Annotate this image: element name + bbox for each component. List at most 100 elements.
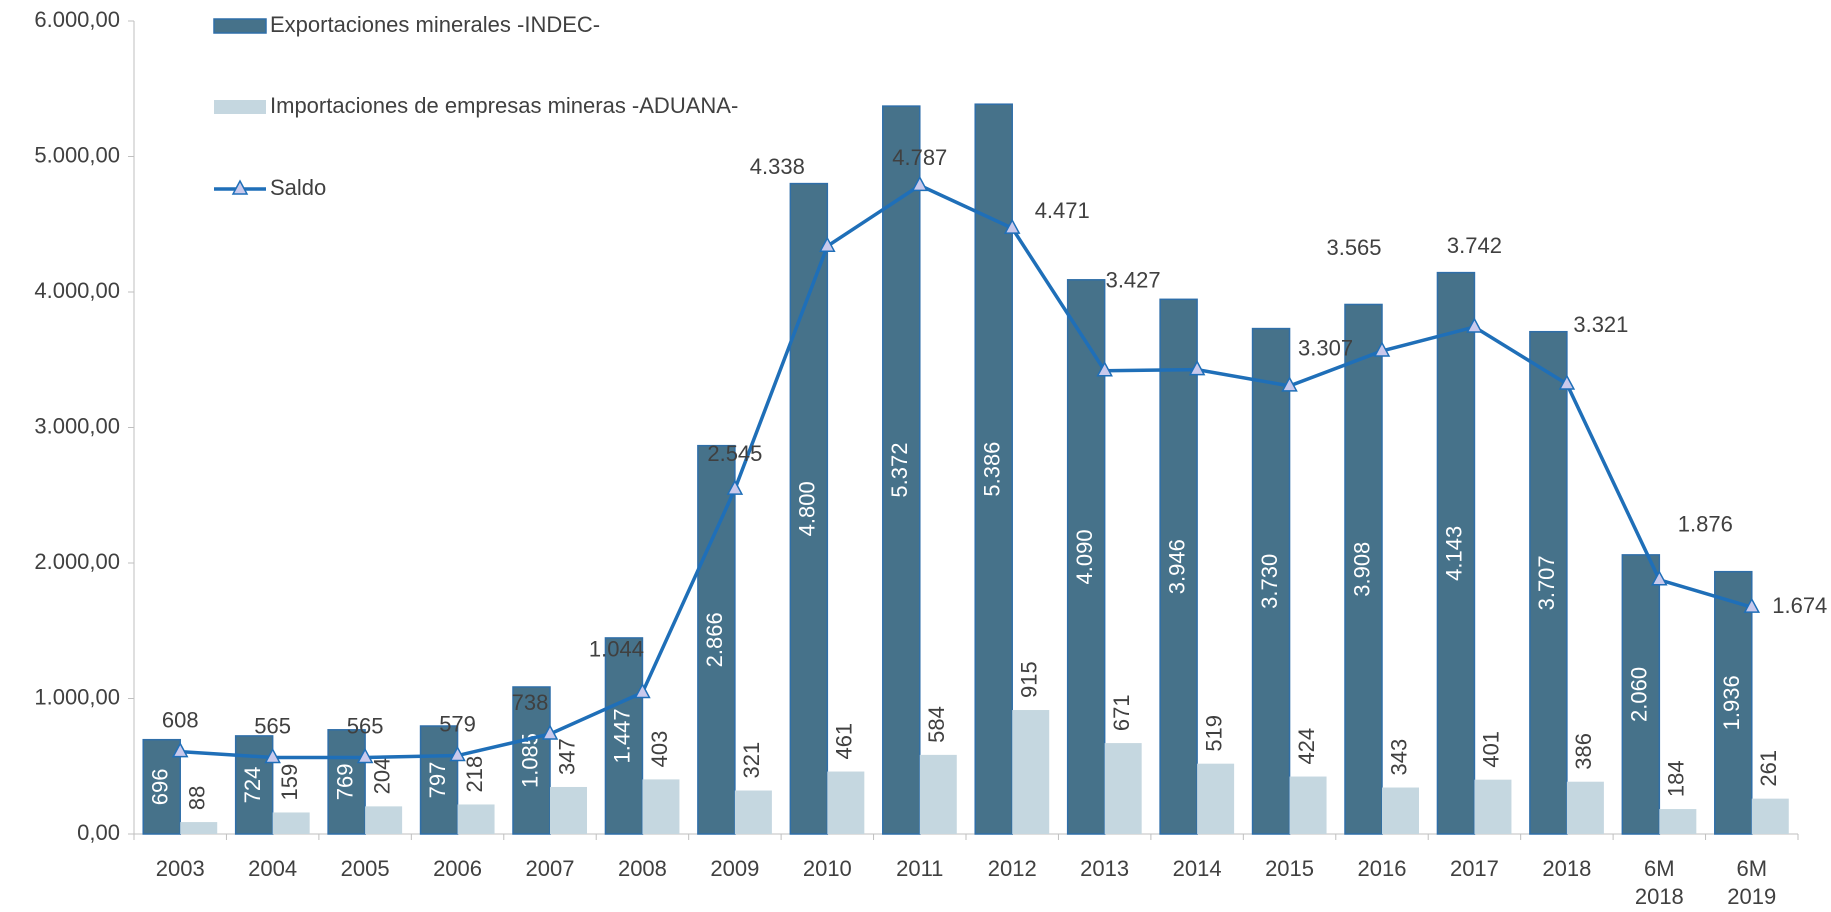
line-marker (541, 724, 559, 740)
bar (1566, 781, 1604, 834)
line-value-label: 4.787 (892, 145, 947, 170)
line-marker (264, 747, 281, 764)
legend-swatch (213, 18, 267, 34)
bar-value-label: 347 (554, 738, 579, 775)
line-value-label: 4.471 (1035, 198, 1090, 223)
x-tick-label: 2007 (525, 856, 575, 881)
line-value-label: 565 (254, 713, 291, 738)
bar-value-label: 519 (1201, 715, 1226, 752)
y-tick-label: 2.000,00 (34, 549, 120, 574)
bar (1714, 570, 1753, 835)
bar-value-label: 769 (332, 764, 357, 801)
y-tick-label: 6.000,00 (34, 7, 120, 32)
x-tick-label: 2011 (896, 856, 944, 881)
bar (1659, 809, 1697, 834)
bar (180, 822, 218, 834)
x-tick-label: 2013 (1080, 856, 1130, 881)
bar (1159, 298, 1198, 835)
line-value-label: 3.307 (1298, 336, 1353, 361)
line-marker (1558, 374, 1576, 390)
bar (1382, 787, 1419, 834)
x-tick-label: 2006 (433, 856, 483, 881)
x-tick-label: 2009 (710, 856, 760, 881)
bar (827, 771, 865, 834)
bar (1012, 710, 1050, 834)
bar-value-label: 321 (739, 742, 764, 779)
bar (1751, 798, 1789, 834)
line-marker (449, 745, 466, 762)
line-marker (819, 236, 836, 252)
bar-value-label: 5.386 (980, 442, 1005, 497)
line-marker (356, 747, 374, 764)
line-value-label: 3.321 (1573, 312, 1628, 337)
line-marker (1651, 570, 1668, 586)
line-value-label: 3.742 (1447, 233, 1502, 258)
line-value-label: 565 (347, 713, 384, 738)
bar-value-label: 184 (1664, 760, 1689, 797)
x-tick-label: 6M 2019 (1727, 856, 1777, 909)
x-tick-label: 2014 (1172, 856, 1222, 881)
bar (734, 790, 772, 834)
bar (1529, 330, 1568, 835)
bar-value-label: 915 (1017, 661, 1042, 698)
bar-value-label: 724 (240, 767, 265, 804)
bar-value-label: 159 (277, 764, 302, 801)
line-marker (1373, 341, 1391, 357)
bar (1289, 776, 1327, 834)
line-value-label: 1.044 (589, 636, 644, 661)
bar (272, 812, 310, 834)
bar (642, 779, 680, 834)
bar-value-label: 3.730 (1257, 554, 1282, 609)
bar (919, 754, 957, 834)
bar-value-label: 424 (1294, 728, 1319, 765)
x-tick-label: 2005 (340, 856, 390, 881)
bar (1066, 279, 1106, 835)
bar (1621, 554, 1661, 835)
bar (1474, 779, 1512, 834)
bar (1251, 327, 1291, 835)
line (180, 183, 1753, 760)
bar-value-label: 386 (1571, 733, 1596, 770)
bar-value-label: 204 (369, 758, 394, 795)
line-marker (171, 742, 189, 758)
line-marker (726, 479, 744, 495)
x-tick-label: 2003 (155, 856, 205, 881)
bar-value-label: 1.936 (1719, 675, 1744, 730)
line-marker (634, 682, 651, 699)
legend-swatch (214, 100, 266, 114)
line-marker (1188, 360, 1206, 376)
bar (1197, 763, 1235, 834)
bar-value-label: 4.143 (1442, 526, 1467, 581)
line-value-label: 3.565 (1326, 235, 1381, 260)
line-marker (1003, 218, 1021, 234)
line-value-label: 738 (512, 690, 549, 715)
bar-value-label: 88 (185, 786, 210, 810)
line-marker (1281, 376, 1298, 392)
line-value-label: 608 (162, 707, 199, 732)
line-marker (1743, 597, 1761, 613)
y-tick-label: 1.000,00 (34, 684, 120, 709)
bar (234, 735, 274, 835)
bar (1104, 743, 1142, 834)
line-marker (1096, 361, 1113, 377)
legend-label: Importaciones de empresas mineras -ADUAN… (270, 93, 738, 118)
line-value-label: 579 (439, 711, 476, 736)
bar (550, 786, 587, 834)
x-tick-label: 2012 (987, 856, 1037, 881)
bar (1436, 271, 1476, 835)
legend-label: Saldo (270, 175, 326, 200)
line-value-label: 3.427 (1106, 267, 1161, 292)
x-tick-label: 2008 (617, 856, 667, 881)
bar-value-label: 2.060 (1627, 667, 1652, 722)
y-tick-label: 0,00 (77, 820, 120, 845)
bar-value-label: 401 (1479, 731, 1504, 768)
bar (697, 444, 736, 835)
bar (882, 105, 921, 835)
bar-value-label: 5.372 (887, 443, 912, 498)
y-tick-label: 5.000,00 (34, 142, 120, 167)
bar (604, 637, 644, 835)
bar-value-label: 2.866 (702, 612, 727, 667)
legend-label: Exportaciones minerales -INDEC- (270, 12, 600, 37)
